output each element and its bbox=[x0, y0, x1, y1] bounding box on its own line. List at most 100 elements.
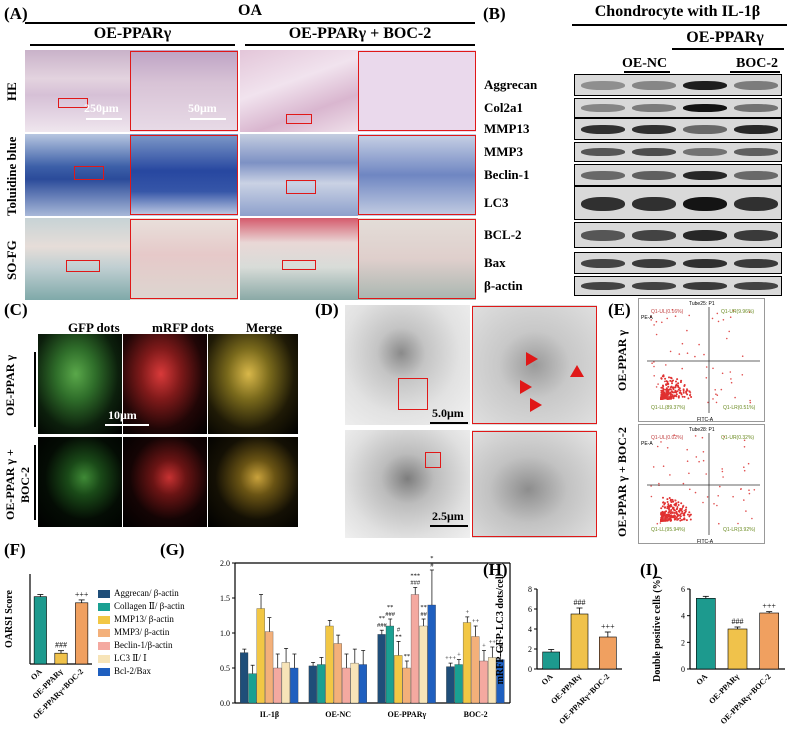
flow-event bbox=[661, 505, 664, 508]
bar bbox=[419, 625, 428, 704]
chart-f-oarsi: OARSI ScoreOA###OE-PPARγ+++OE-PPARγ+BOC-… bbox=[4, 574, 92, 721]
tem-zoom-frame-boc2 bbox=[472, 431, 597, 537]
wb-band bbox=[683, 148, 727, 157]
bar bbox=[358, 664, 367, 704]
quadrant-ul: Q1-UL(0.02%) bbox=[651, 435, 684, 441]
flow-event bbox=[660, 507, 663, 510]
flow-event bbox=[683, 385, 686, 387]
flow-event bbox=[661, 515, 664, 518]
panel-c-col-mrfp: mRFP dots bbox=[152, 320, 214, 335]
flow-event bbox=[664, 516, 667, 519]
bar bbox=[402, 667, 411, 704]
bar bbox=[394, 655, 403, 704]
legend-item: MMP3/ β-actin bbox=[98, 627, 169, 637]
panel-c-row1-bar bbox=[34, 352, 36, 427]
tb-zoom-ppar bbox=[130, 134, 238, 216]
legend-item: Collagen Ⅱ/ β-actin bbox=[98, 601, 185, 612]
flow-event bbox=[665, 388, 668, 391]
wb-band bbox=[581, 282, 625, 291]
panel-c-col-merge: Merge bbox=[246, 320, 283, 335]
wb-blot-row bbox=[574, 186, 782, 220]
flow-event bbox=[650, 495, 653, 498]
panel-a-row-he: HE bbox=[4, 82, 19, 102]
flow-event bbox=[686, 389, 688, 391]
significance-label: ### bbox=[377, 622, 388, 629]
flow-event bbox=[655, 320, 658, 323]
bar bbox=[350, 662, 359, 704]
flow-event bbox=[734, 396, 736, 399]
flow-event bbox=[689, 391, 692, 394]
flow-event bbox=[682, 518, 685, 521]
panel-c-scalebar-label: 10μm bbox=[108, 408, 137, 422]
flow-event bbox=[653, 375, 655, 377]
flow-event bbox=[674, 509, 676, 512]
sofg-zoom-boc2 bbox=[358, 218, 476, 300]
chart-g-legend: Aggrecan/ β-actin Collagen Ⅱ/ β-actin MMP1… bbox=[98, 588, 213, 688]
flow-plot-boc2: Tube28: P1 Q1-UL(0.02%) Q1-UR(0.32%) Q1-LL(… bbox=[638, 424, 765, 545]
flow-event bbox=[686, 460, 689, 462]
legend-label: MMP13/ β-actin bbox=[114, 614, 174, 624]
flow-event bbox=[676, 378, 679, 381]
flow-event bbox=[667, 503, 670, 506]
flow-title: Tube25: P1 bbox=[689, 301, 715, 307]
flow-event bbox=[663, 518, 665, 520]
panel-c-row2-bar bbox=[34, 445, 36, 520]
x-tick-label: OE-PPARγ+BOC-2 bbox=[557, 672, 611, 726]
sofg-overview-ppar bbox=[25, 218, 130, 300]
gfp-image-ppar bbox=[38, 334, 122, 434]
he-zoom-frame-boc2 bbox=[358, 51, 476, 131]
wb-blot-row bbox=[574, 98, 782, 118]
flow-event bbox=[666, 394, 668, 397]
flow-event bbox=[660, 386, 663, 389]
y-tick-label: 2 bbox=[681, 638, 685, 647]
y-tick-label: 0 bbox=[681, 665, 685, 674]
panel-f-label: (F) bbox=[4, 540, 26, 559]
flow-event bbox=[656, 522, 659, 525]
legend-item: LC3 Ⅱ/ Ⅰ bbox=[98, 653, 147, 664]
flow-event bbox=[667, 391, 670, 394]
flow-event bbox=[667, 389, 670, 392]
flow-event bbox=[669, 386, 672, 389]
wb-label-aggrecan: Aggrecan bbox=[484, 77, 538, 92]
flow-event bbox=[698, 343, 700, 346]
flow-event bbox=[667, 511, 670, 514]
flow-event bbox=[682, 389, 685, 392]
tb-roi-boc2 bbox=[286, 180, 316, 194]
flow-event bbox=[660, 391, 663, 394]
significance-label: + bbox=[465, 609, 469, 616]
flow-event bbox=[721, 468, 723, 470]
flow-event bbox=[705, 377, 708, 379]
tb-zoom-frame-boc2 bbox=[358, 135, 476, 215]
flow-event bbox=[716, 312, 719, 315]
flow-event bbox=[671, 507, 674, 510]
flow-event bbox=[672, 397, 675, 400]
flow-event bbox=[668, 376, 670, 379]
flow-event bbox=[669, 518, 672, 521]
flow-event bbox=[682, 504, 685, 507]
flow-plot-ppar: Tube25: P1 Q1-UL(0.16%) Q1-UR(9.96%) Q1-LL(… bbox=[638, 298, 765, 423]
flow-event bbox=[679, 519, 682, 522]
x-tick-label: OA bbox=[540, 672, 555, 687]
flow-event bbox=[681, 510, 684, 513]
wb-band bbox=[734, 125, 778, 134]
flow-event bbox=[730, 378, 732, 380]
legend-label: Bcl-2/Bax bbox=[114, 666, 151, 676]
flow-event bbox=[674, 384, 677, 387]
flow-event bbox=[670, 395, 673, 398]
panel-b-sub1-line bbox=[624, 71, 670, 73]
flow-event bbox=[751, 517, 753, 520]
flow-event bbox=[712, 367, 714, 370]
y-tick-label: 8 bbox=[528, 585, 532, 594]
flow-event bbox=[661, 321, 663, 324]
he-zoom-frame-ppar bbox=[130, 51, 238, 131]
wb-blot-row bbox=[574, 74, 782, 96]
panel-i-label: (I) bbox=[640, 560, 658, 579]
flow-event bbox=[669, 474, 671, 476]
flow-event bbox=[673, 503, 676, 506]
panel-a-group-title: OA bbox=[238, 2, 262, 19]
panel-a-row-toluidine: Toluidine blue bbox=[4, 136, 19, 216]
wb-label-beclin-1: Beclin-1 bbox=[484, 167, 530, 182]
flow-event bbox=[652, 466, 655, 468]
x-tick-label: OE-NC bbox=[325, 710, 351, 719]
wb-blot-row bbox=[574, 222, 782, 248]
